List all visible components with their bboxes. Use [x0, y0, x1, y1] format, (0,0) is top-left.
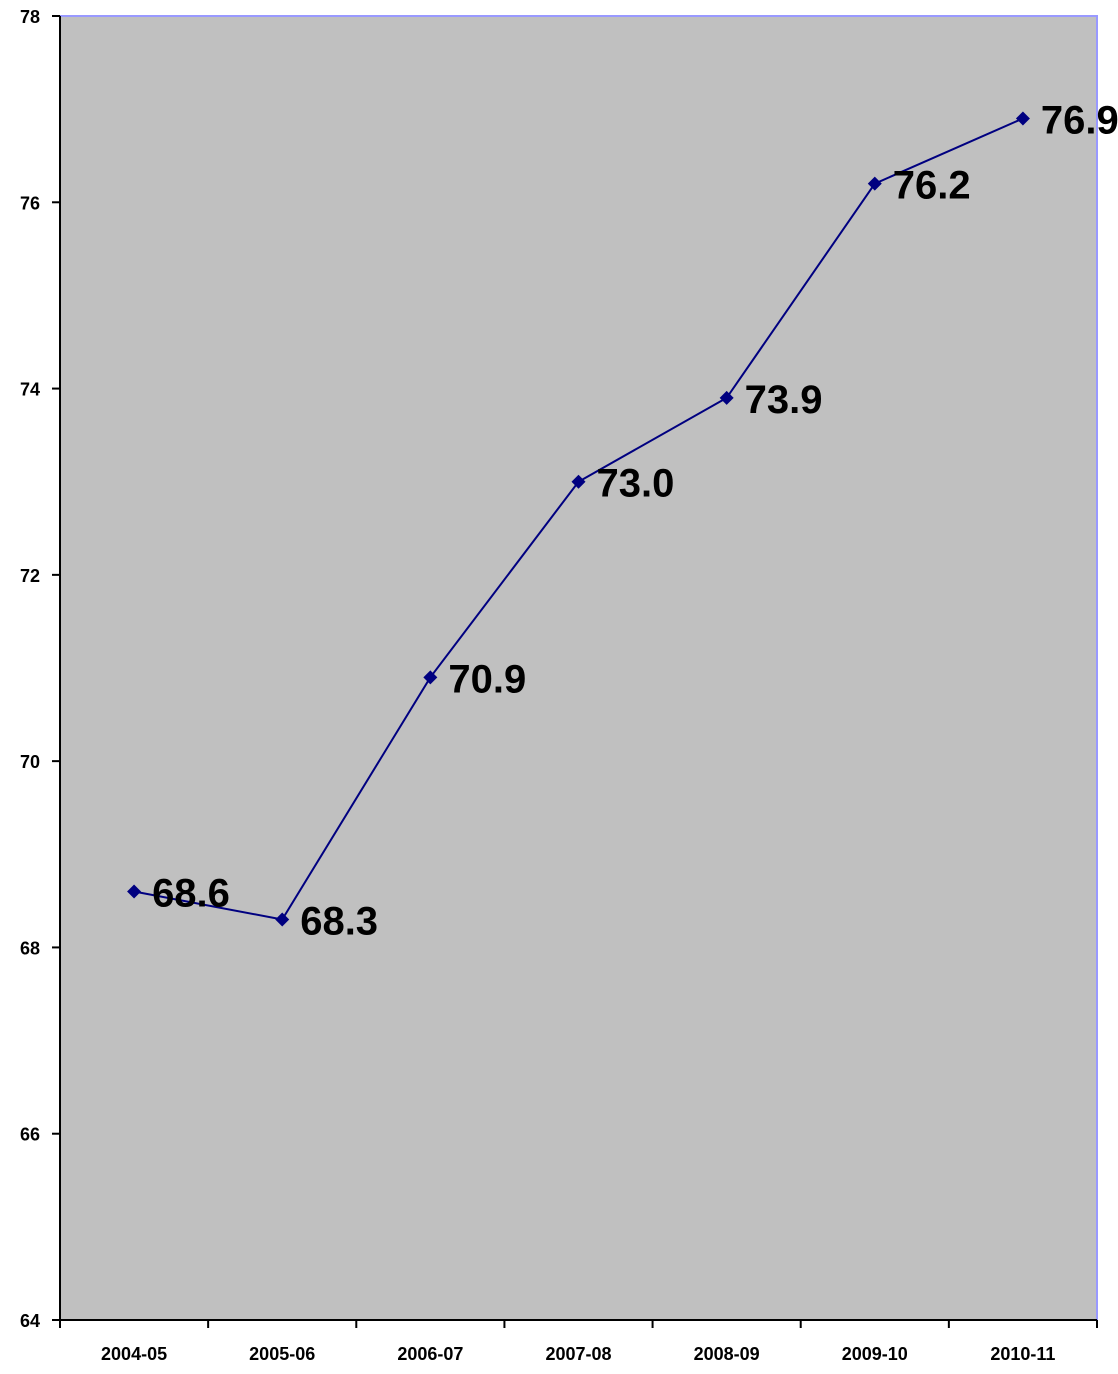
x-tick-label: 2007-08 [545, 1344, 611, 1364]
data-label: 76.9 [1041, 98, 1118, 142]
data-label: 68.6 [152, 872, 230, 916]
data-label: 73.9 [745, 378, 823, 422]
data-point-marker [571, 474, 586, 489]
x-tick-label: 2004-05 [101, 1344, 167, 1364]
y-tick-label: 64 [20, 1311, 40, 1331]
data-point-marker [867, 176, 882, 191]
x-tick-label: 2010-11 [990, 1344, 1055, 1364]
data-point-marker [1015, 111, 1030, 126]
y-axis: 64 66 68 70 72 74 76 78 [20, 7, 61, 1331]
data-point-marker [423, 670, 438, 685]
data-label: 73.0 [597, 462, 675, 506]
y-tick-label: 78 [20, 7, 40, 27]
plot-area [59, 15, 1098, 1321]
data-point-marker [719, 390, 734, 405]
series-line-group [127, 111, 1030, 927]
x-axis: 2004-05 2005-06 2006-07 2007-08 2008-09 2009-… [59, 1319, 1098, 1364]
data-point-marker [127, 884, 142, 899]
x-tick-label: 2006-07 [397, 1344, 463, 1364]
data-label: 70.9 [448, 657, 526, 701]
y-tick-label: 76 [20, 193, 40, 213]
x-tick-label: 2008-09 [694, 1344, 760, 1364]
y-tick-label: 72 [20, 566, 40, 586]
y-tick-label: 68 [20, 938, 40, 958]
y-tick-label: 74 [20, 380, 40, 400]
data-label: 76.2 [893, 164, 971, 208]
data-labels: 68.6 68.3 70.9 73.0 73.9 76.2 76.9 [152, 98, 1118, 943]
y-tick-label: 70 [20, 752, 40, 772]
data-label: 68.3 [300, 899, 378, 943]
data-point-marker [275, 912, 290, 927]
y-tick-label: 66 [20, 1125, 40, 1145]
x-tick-label: 2005-06 [249, 1344, 315, 1364]
x-tick-label: 2009-10 [842, 1344, 908, 1364]
